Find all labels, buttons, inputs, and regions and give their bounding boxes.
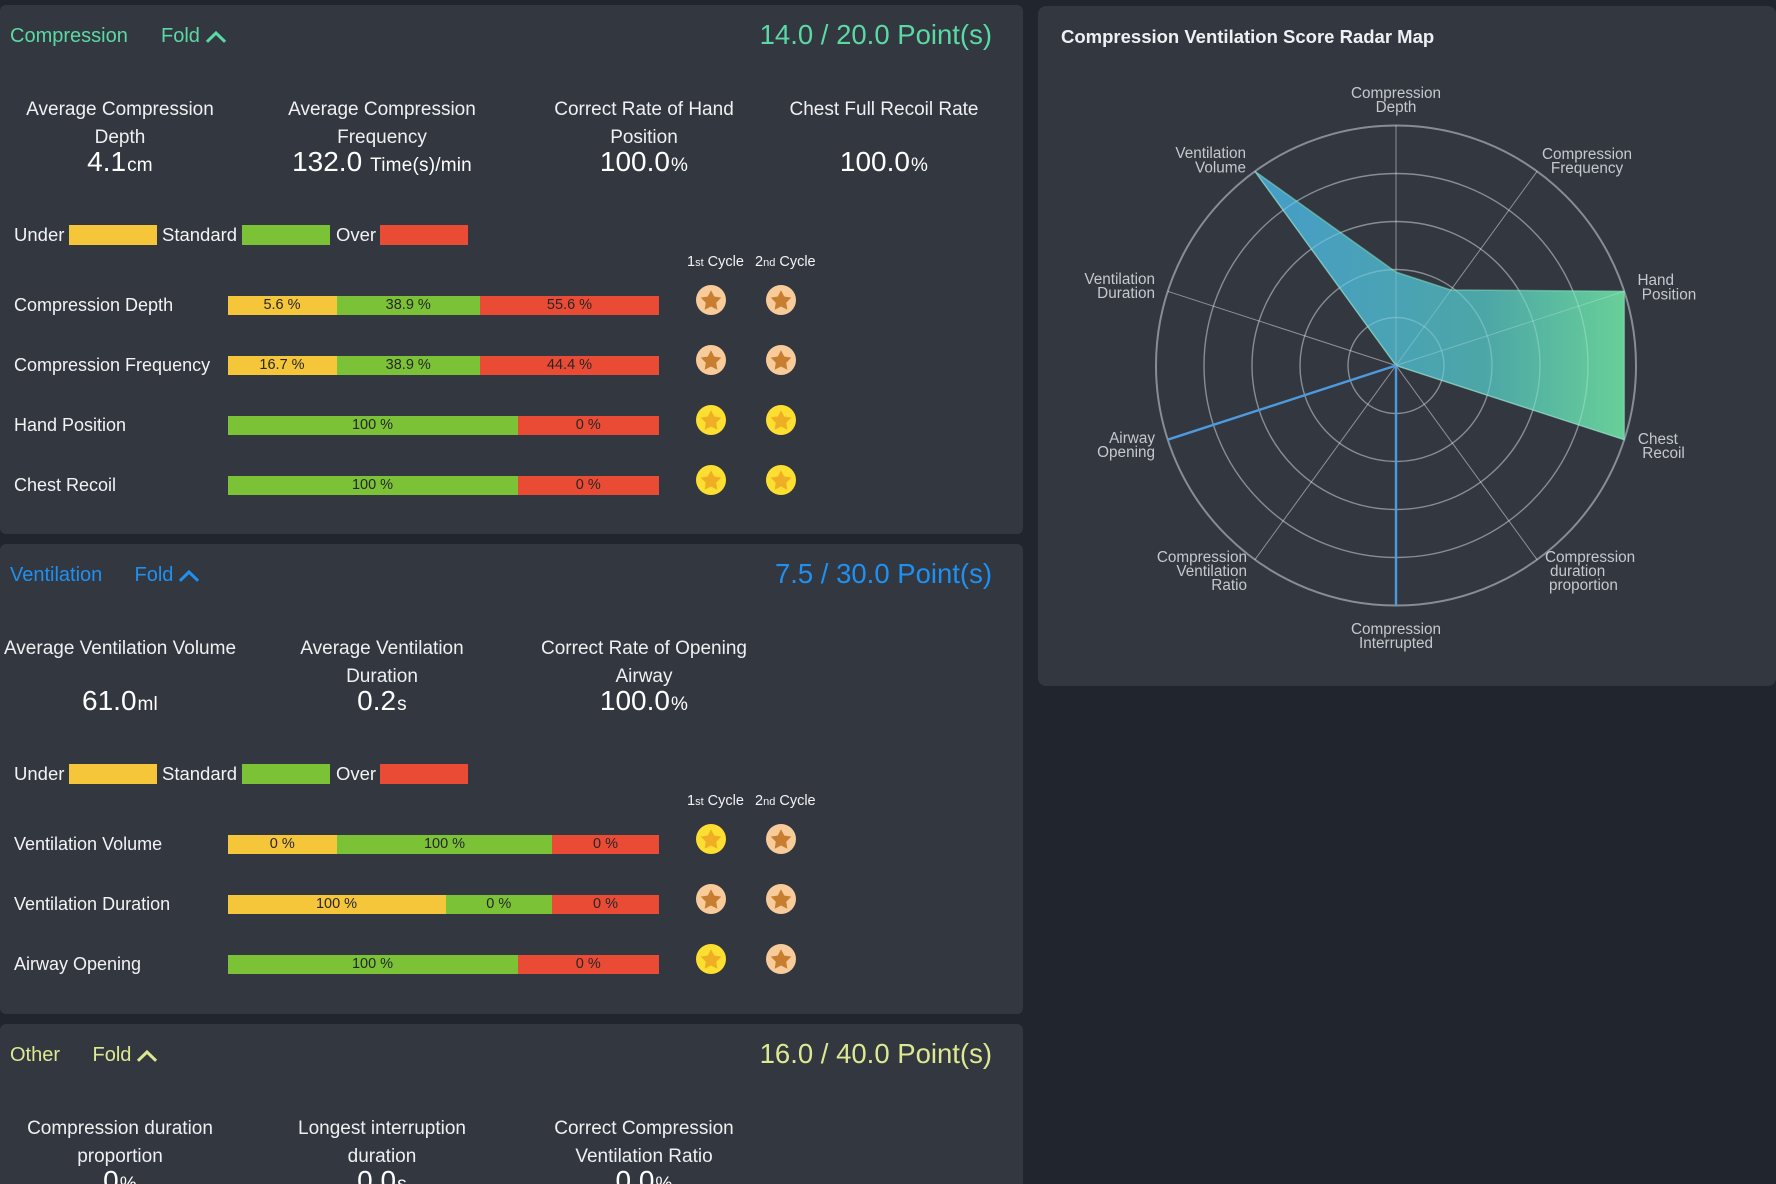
- svg-text:Compression: Compression: [1157, 549, 1247, 566]
- svg-text:duration: duration: [1550, 563, 1605, 580]
- svg-text:Opening: Opening: [1097, 444, 1155, 461]
- svg-text:Volume: Volume: [1195, 159, 1246, 176]
- svg-text:Ratio: Ratio: [1211, 577, 1247, 594]
- svg-text:Recoil: Recoil: [1642, 445, 1685, 462]
- svg-text:Airway: Airway: [1109, 430, 1155, 447]
- svg-text:proportion: proportion: [1549, 577, 1618, 594]
- svg-text:Interrupted: Interrupted: [1359, 635, 1433, 652]
- svg-text:Compression: Compression: [1351, 621, 1441, 638]
- svg-text:Ventilation: Ventilation: [1175, 145, 1246, 162]
- svg-text:Position: Position: [1642, 287, 1696, 304]
- svg-text:Depth: Depth: [1376, 99, 1417, 116]
- svg-text:Compression: Compression: [1545, 549, 1635, 566]
- svg-text:Frequency: Frequency: [1551, 160, 1624, 177]
- svg-text:Duration: Duration: [1097, 285, 1155, 302]
- svg-text:Hand: Hand: [1638, 272, 1675, 289]
- svg-text:Ventilation: Ventilation: [1176, 563, 1247, 580]
- svg-text:Ventilation: Ventilation: [1084, 271, 1155, 288]
- svg-text:Chest: Chest: [1638, 431, 1679, 448]
- svg-text:Compression: Compression: [1542, 146, 1632, 163]
- svg-text:Compression: Compression: [1351, 85, 1441, 102]
